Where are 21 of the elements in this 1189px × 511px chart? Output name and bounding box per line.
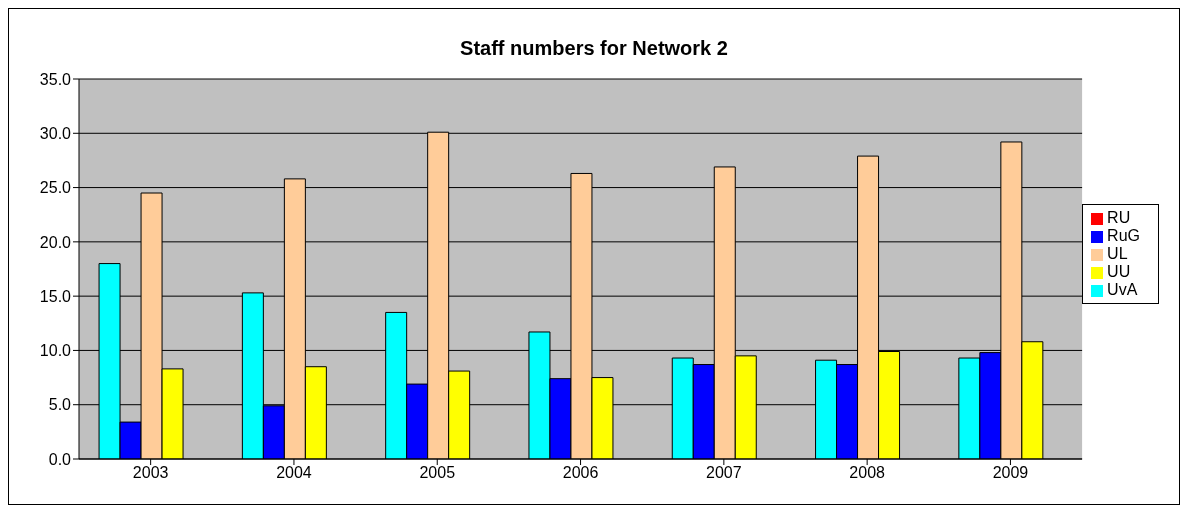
legend-label: RU — [1107, 209, 1131, 226]
y-tick-label: 0.0 — [48, 450, 72, 468]
y-tick-label: 30.0 — [39, 124, 72, 142]
y-tick-label: 5.0 — [48, 396, 72, 414]
y-tick-label: 20.0 — [39, 233, 72, 251]
y-tick-label: 15.0 — [39, 287, 72, 305]
x-tick-label: 2009 — [992, 464, 1029, 482]
legend-label: UL — [1107, 245, 1128, 262]
x-tick-label: 2007 — [706, 464, 742, 482]
x-tick-label: 2005 — [419, 464, 456, 482]
legend-label: UvA — [1107, 281, 1138, 298]
x-tick-label: 2008 — [849, 464, 886, 482]
y-tick-label: 10.0 — [39, 342, 72, 360]
x-tick-label: 2003 — [132, 464, 169, 482]
x-tick-label: 2006 — [562, 464, 599, 482]
legend-label: RuG — [1107, 227, 1140, 244]
legend-label: UU — [1107, 263, 1131, 280]
x-tick-label: 2004 — [276, 464, 312, 482]
y-tick-label: 25.0 — [39, 179, 72, 197]
chart-title: Staff numbers for Network 2 — [459, 37, 729, 60]
y-tick-label: 35.0 — [39, 70, 72, 88]
